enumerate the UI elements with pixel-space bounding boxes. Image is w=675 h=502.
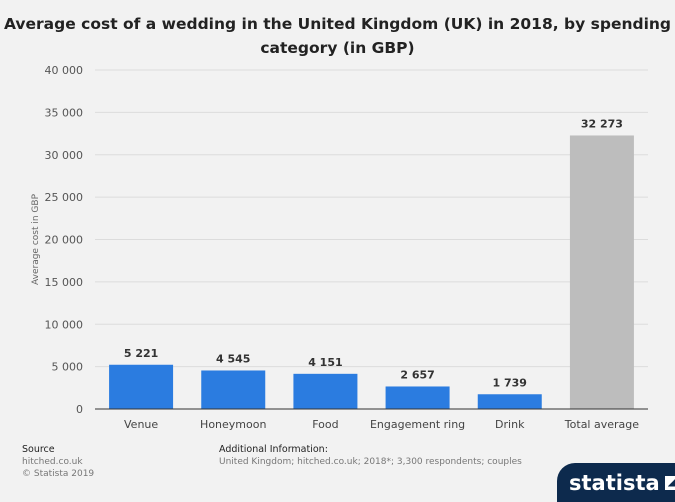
data-label: 4 545 (216, 352, 250, 365)
source-name[interactable]: hitched.co.uk (22, 457, 83, 467)
chart-title-line-2: category (in GBP) (260, 39, 415, 57)
y-tick-label: 40 000 (45, 64, 84, 77)
source-block: Source hitched.co.uk © Statista 2019 (22, 444, 94, 480)
bar (293, 373, 358, 409)
bar (477, 394, 542, 409)
bar (201, 370, 266, 409)
additional-info-block: Additional Information: United Kingdom; … (219, 444, 522, 468)
x-tick-label: Venue (124, 418, 158, 431)
source-label: Source (22, 444, 55, 455)
logo-mark-icon (664, 475, 675, 490)
bar (385, 386, 450, 409)
data-label: 4 151 (308, 356, 342, 369)
info-text: United Kingdom; hitched.co.uk; 2018*; 3,… (219, 457, 522, 467)
y-tick-label: 30 000 (45, 149, 84, 162)
x-tick-label: Drink (495, 418, 525, 431)
chart-title-line-1: Average cost of a wedding in the United … (3, 15, 672, 33)
y-tick-label: 5 000 (52, 361, 84, 374)
data-label: 32 273 (581, 117, 623, 130)
y-tick-label: 35 000 (45, 106, 84, 119)
bar-chart: 0 5 000 10 000 15 000 20 000 25 000 30 000 35 0… (31, 64, 648, 431)
y-tick-label: 15 000 (45, 276, 84, 289)
bar (569, 135, 634, 409)
chart-title: Average cost of a wedding in the United … (0, 12, 675, 60)
data-label: 1 739 (493, 376, 527, 389)
statista-logo[interactable]: statista (557, 463, 675, 502)
copyright: © Statista 2019 (22, 469, 95, 479)
info-label: Additional Information: (219, 444, 328, 455)
data-label: 5 221 (124, 347, 158, 360)
y-tick-label: 20 000 (45, 234, 84, 247)
x-tick-label: Total average (564, 418, 639, 431)
bar (109, 364, 174, 409)
y-axis-title: Average cost in GBP (31, 193, 41, 285)
data-label: 2 657 (400, 368, 434, 381)
y-tick-label: 25 000 (45, 191, 84, 204)
x-tick-label: Food (312, 418, 338, 431)
x-tick-label: Honeymoon (200, 418, 266, 431)
logo-text: statista (569, 470, 660, 495)
y-tick-label: 0 (76, 403, 83, 416)
x-tick-label: Engagement ring (370, 418, 465, 431)
y-tick-label: 10 000 (45, 318, 84, 331)
